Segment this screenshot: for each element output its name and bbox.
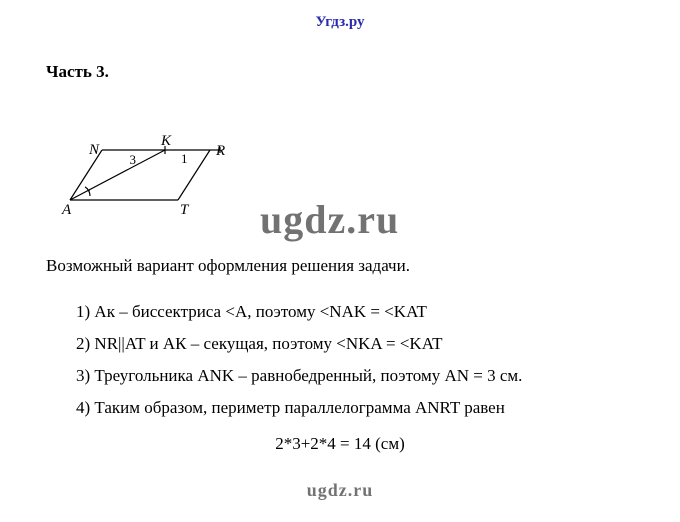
step-4: 4) Таким образом, периметр параллелограм… <box>76 392 522 424</box>
section-title: Часть 3. <box>46 62 109 82</box>
svg-text:1: 1 <box>181 151 188 166</box>
solution-steps: 1) Ак – биссектриса <A, поэтому <NAK = <… <box>76 296 522 424</box>
svg-text:N: N <box>88 142 100 158</box>
parallelogram-diagram: N K R A T 3 1 <box>60 130 250 220</box>
svg-text:A: A <box>61 202 72 218</box>
svg-text:T: T <box>180 202 190 218</box>
site-header: Угдз.ру <box>0 14 680 31</box>
step-1: 1) Ак – биссектриса <A, поэтому <NAK = <… <box>76 296 522 328</box>
watermark-large: ugdz.ru <box>260 196 399 243</box>
step-2: 2) NR||AT и AК – секущая, поэтому <NKA =… <box>76 328 522 360</box>
step-3: 3) Треугольника ANK – равнобедренный, по… <box>76 360 522 392</box>
page: Угдз.ру Часть 3. N K R A T 3 1 ugdz.ru Возможн… <box>0 0 680 522</box>
solution-caption: Возможный вариант оформления решения зад… <box>46 256 410 276</box>
watermark-footer: ugdz.ru <box>0 480 680 501</box>
svg-text:R: R <box>215 143 225 159</box>
svg-text:3: 3 <box>130 152 137 167</box>
result-formula: 2*3+2*4 = 14 (см) <box>0 434 680 454</box>
svg-text:K: K <box>160 133 172 149</box>
